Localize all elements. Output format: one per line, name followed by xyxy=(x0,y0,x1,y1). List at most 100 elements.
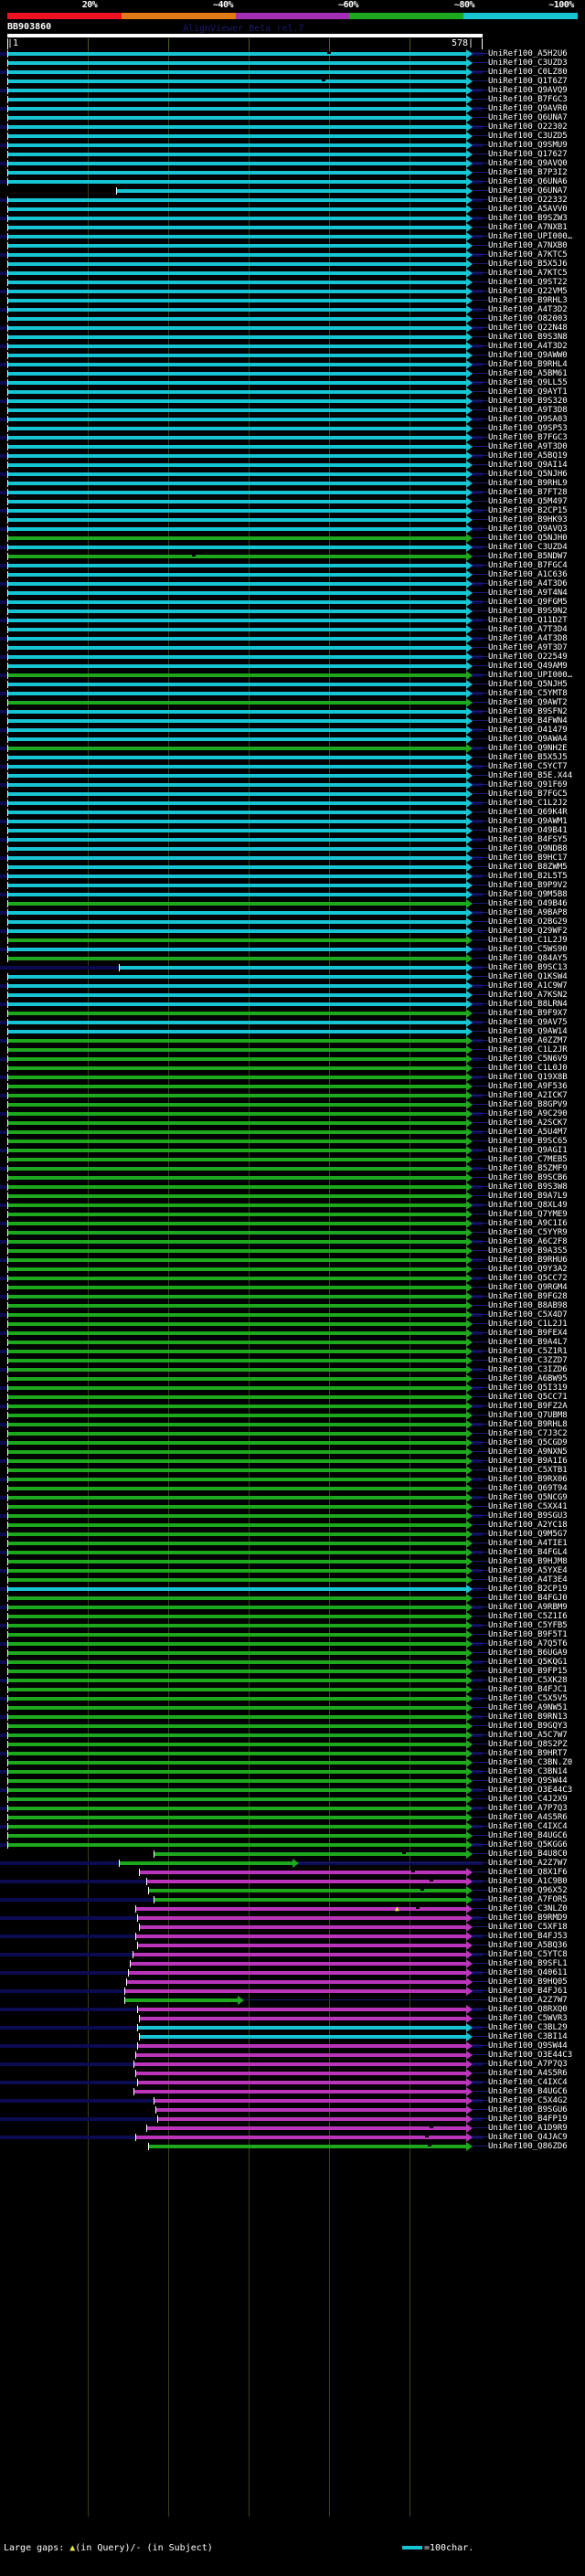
alignment-bar[interactable] xyxy=(7,655,466,659)
hit-row[interactable]: UniRef100_B9FP15 xyxy=(0,1667,585,1676)
hit-label[interactable]: UniRef100_C5YTC8 xyxy=(488,1950,568,1959)
hit-row[interactable]: UniRef100_Q8X1F6 xyxy=(0,1868,585,1877)
hit-row[interactable]: UniRef100_B9SFN2 xyxy=(0,707,585,716)
hit-row[interactable]: UniRef100_A4T3D2 xyxy=(0,305,585,314)
alignment-bar[interactable] xyxy=(7,143,466,147)
hit-row[interactable]: UniRef100_O22332 xyxy=(0,196,585,205)
alignment-bar[interactable] xyxy=(7,1679,466,1682)
alignment-bar[interactable] xyxy=(7,1304,466,1308)
hit-label[interactable]: UniRef100_Q9AVQ3 xyxy=(488,525,568,534)
alignment-bar[interactable] xyxy=(119,1861,292,1865)
hit-label[interactable]: UniRef100_B9SZW3 xyxy=(488,214,568,223)
hit-label[interactable]: UniRef100_Q9AW14 xyxy=(488,1027,568,1036)
hit-label[interactable]: UniRef100_C5X4D7 xyxy=(488,1310,568,1320)
alignment-bar[interactable] xyxy=(7,728,466,732)
hit-label[interactable]: UniRef100_C4IXC4 xyxy=(488,1822,568,1831)
hit-row[interactable]: UniRef100_A9NXN5 xyxy=(0,1447,585,1457)
hit-label[interactable]: UniRef100_Q1KSW4 xyxy=(488,972,568,981)
alignment-bar[interactable] xyxy=(154,1852,466,1856)
hit-row[interactable]: UniRef100_Q49AM9 xyxy=(0,662,585,671)
hit-label[interactable]: UniRef100_B9S3N8 xyxy=(488,333,568,342)
hit-row[interactable]: UniRef100_C1L2J1 xyxy=(0,1320,585,1329)
hit-label[interactable]: UniRef100_O41479 xyxy=(488,726,568,735)
hit-label[interactable]: UniRef100_Q22VM5 xyxy=(488,287,568,296)
hit-row[interactable]: UniRef100_C5X4G2 xyxy=(0,2096,585,2105)
hit-label[interactable]: UniRef100_A9T3D7 xyxy=(488,643,568,652)
alignment-bar[interactable] xyxy=(7,701,466,705)
alignment-bar[interactable] xyxy=(7,1094,466,1097)
alignment-bar[interactable] xyxy=(7,637,466,641)
hit-row[interactable]: UniRef100_B8LRN4 xyxy=(0,1000,585,1009)
hit-row[interactable]: UniRef100_B4UGC6 xyxy=(0,1831,585,1840)
hit-row[interactable]: UniRef100_B9SCB6 xyxy=(0,1173,585,1182)
alignment-bar[interactable] xyxy=(7,820,466,823)
hit-label[interactable]: UniRef100_A5AVV0 xyxy=(488,205,568,214)
alignment-bar[interactable] xyxy=(7,107,466,111)
hit-label[interactable]: UniRef100_B7FGC3 xyxy=(488,433,568,442)
hit-label[interactable]: UniRef100_C3BN.Z0 xyxy=(488,1758,573,1767)
hit-row[interactable]: UniRef100_Q9M5G7 xyxy=(0,1530,585,1539)
hit-label[interactable]: UniRef100_C5XX41 xyxy=(488,1502,568,1511)
hit-row[interactable]: UniRef100_B4FJ61 xyxy=(0,1987,585,1996)
alignment-bar[interactable] xyxy=(7,253,466,257)
hit-label[interactable]: UniRef100_B9SFN2 xyxy=(488,707,568,716)
hit-label[interactable]: UniRef100_B9FG28 xyxy=(488,1292,568,1301)
hit-row[interactable]: UniRef100_B7FGC3 xyxy=(0,95,585,104)
hit-row[interactable]: UniRef100_B9S3N8 xyxy=(0,333,585,342)
hit-label[interactable]: UniRef100_B9SC65 xyxy=(488,1137,568,1146)
hit-label[interactable]: UniRef100_A7P7Q3 xyxy=(488,1804,568,1813)
alignment-bar[interactable] xyxy=(7,1459,466,1463)
alignment-bar[interactable] xyxy=(7,1039,466,1043)
hit-row[interactable]: UniRef100_Q9ST22 xyxy=(0,278,585,287)
alignment-bar[interactable] xyxy=(7,920,466,924)
alignment-bar[interactable] xyxy=(7,1368,466,1372)
hit-row[interactable]: UniRef100_A7Q5T6 xyxy=(0,1639,585,1648)
hit-label[interactable]: UniRef100_B4UGC6 xyxy=(488,2087,568,2096)
hit-label[interactable]: UniRef100_C3BN14 xyxy=(488,1767,568,1776)
alignment-bar[interactable] xyxy=(7,518,466,522)
hit-row[interactable]: UniRef100_C4IXC4 xyxy=(0,1822,585,1831)
hit-row[interactable]: UniRef100_A4T3D8 xyxy=(0,634,585,643)
hit-label[interactable]: UniRef100_A2SCK7 xyxy=(488,1118,568,1128)
hit-label[interactable]: UniRef100_A4T3D2 xyxy=(488,342,568,351)
hit-row[interactable]: UniRef100_A7FOR5 xyxy=(0,1895,585,1904)
hit-row[interactable]: UniRef100_A4S5R6 xyxy=(0,1813,585,1822)
hit-label[interactable]: UniRef100_Q5I319 xyxy=(488,1383,568,1393)
hit-row[interactable]: UniRef100_B4UGC6 xyxy=(0,2087,585,2096)
alignment-bar[interactable] xyxy=(7,582,466,586)
hit-row[interactable]: UniRef100_Q9RGM4 xyxy=(0,1283,585,1292)
alignment-bar[interactable] xyxy=(7,984,466,988)
alignment-bar[interactable] xyxy=(154,2099,466,2103)
hit-label[interactable]: UniRef100_C5Z1I6 xyxy=(488,1612,568,1621)
hit-row[interactable]: UniRef100_Q9Y3A2 xyxy=(0,1265,585,1274)
hit-row[interactable]: UniRef100_UPI000… xyxy=(0,232,585,241)
hit-label[interactable]: UniRef100_O82003 xyxy=(488,314,568,323)
alignment-bar[interactable] xyxy=(7,555,466,558)
hit-row[interactable]: UniRef100_C5XK28 xyxy=(0,1676,585,1685)
alignment-bar[interactable] xyxy=(7,1788,466,1792)
hit-row[interactable]: UniRef100_C7J3C2 xyxy=(0,1429,585,1438)
alignment-bar[interactable] xyxy=(7,993,466,997)
hit-label[interactable]: UniRef100_A5H2U6 xyxy=(488,49,568,58)
hit-label[interactable]: UniRef100_Q9LL55 xyxy=(488,378,568,387)
alignment-bar[interactable] xyxy=(7,1432,466,1436)
alignment-bar[interactable] xyxy=(7,1779,466,1783)
alignment-bar[interactable] xyxy=(7,1569,466,1573)
hit-label[interactable]: UniRef100_B8ZWM5 xyxy=(488,863,568,872)
alignment-bar[interactable] xyxy=(7,1286,466,1289)
hit-label[interactable]: UniRef100_Q9AVQ0 xyxy=(488,159,568,168)
alignment-bar[interactable] xyxy=(7,1551,466,1554)
hit-row[interactable]: UniRef100_Q19X8B xyxy=(0,1073,585,1082)
hit-row[interactable]: UniRef100_Q11D2T xyxy=(0,616,585,625)
hit-label[interactable]: UniRef100_Q9SMU9 xyxy=(488,141,568,150)
hit-row[interactable]: UniRef100_B9SGU3 xyxy=(0,1511,585,1521)
hit-label[interactable]: UniRef100_Q9Y3A2 xyxy=(488,1265,568,1274)
hit-row[interactable]: UniRef100_B9SC13 xyxy=(0,963,585,972)
hit-row[interactable]: UniRef100_A5AVV0 xyxy=(0,205,585,214)
alignment-bar[interactable] xyxy=(7,509,466,513)
hit-label[interactable]: UniRef100_Q9AGI1 xyxy=(488,1146,568,1155)
alignment-bar[interactable] xyxy=(7,673,466,677)
alignment-bar[interactable] xyxy=(7,326,466,330)
alignment-bar[interactable] xyxy=(137,1916,466,1920)
alignment-bar[interactable] xyxy=(7,1331,466,1335)
